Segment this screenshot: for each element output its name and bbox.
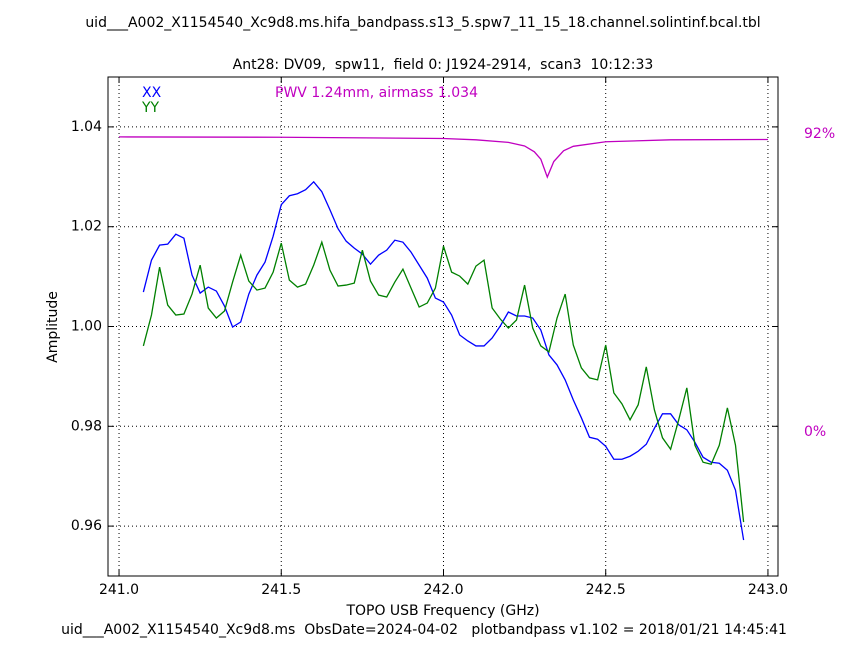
data-line: [142, 180, 745, 541]
data-line: [142, 240, 745, 523]
chart-subtitle: Ant28: DV09, spw11, field 0: J1924-2914,…: [233, 57, 654, 73]
chart-title: uid___A002_X1154540_Xc9d8.ms.hifa_bandpa…: [85, 15, 760, 31]
x-tick-label: 241.0: [99, 582, 139, 598]
y-tick-label: 0.98: [71, 418, 102, 434]
y-axis-label: Amplitude: [45, 291, 61, 363]
plot-frame: [107, 76, 779, 577]
x-tick-label: 243.0: [748, 582, 788, 598]
x-axis-label: TOPO USB Frequency (GHz): [345, 603, 539, 619]
y-tick-label: 0.96: [71, 518, 102, 534]
y-tick-label: 1.00: [71, 319, 102, 335]
x-tick-label: 242.5: [586, 582, 626, 598]
x-tick-label: 242.0: [423, 582, 463, 598]
y-tick-label: 1.04: [71, 119, 102, 135]
y2-tick-label: 0%: [804, 424, 826, 440]
y-tick-label: 1.02: [71, 219, 102, 235]
y2-tick-label: 92%: [804, 126, 835, 142]
legend-entry: YY: [141, 100, 160, 116]
transmission-line: [119, 136, 768, 179]
legend-entry: XX: [142, 85, 162, 101]
footer: uid___A002_X1154540_Xc9d8.ms ObsDate=202…: [61, 622, 787, 638]
x-tick-label: 241.5: [261, 582, 301, 598]
annotation: PWV 1.24mm, airmass 1.034: [275, 85, 478, 101]
